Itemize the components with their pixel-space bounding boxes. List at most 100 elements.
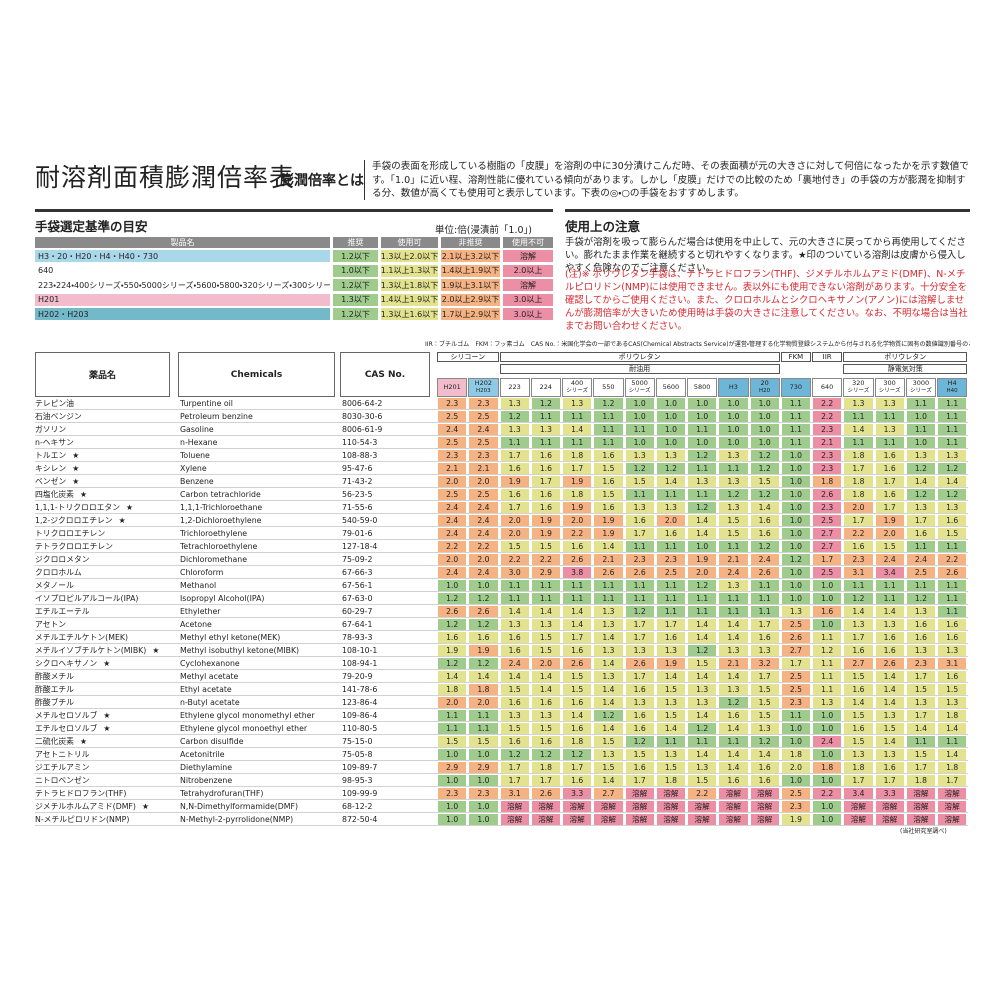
value-cell: 1.4 <box>906 723 935 734</box>
value-cell: 1.2 <box>500 749 529 760</box>
value-cell: 1.0 <box>469 749 498 760</box>
cas-number: 67-56-1 <box>342 581 373 590</box>
chemical-name-en: Methyl isobuthyl ketone(MIBK) <box>180 646 300 655</box>
value-cell: 1.7 <box>625 619 654 630</box>
chemical-name-en: Chloroform <box>180 568 224 577</box>
value-cell: 1.3 <box>906 450 935 461</box>
chemical-name-ja: 酢酸メチル <box>35 670 175 683</box>
value-cell: 1.4 <box>656 476 685 487</box>
value-cell: 2.5 <box>469 489 498 500</box>
value-cell: 2.6 <box>938 567 967 578</box>
name-text: テトラヒドロフラン(THF) <box>35 789 127 798</box>
value-cell: 1.2 <box>719 697 748 708</box>
value-cell: 1.2 <box>594 398 623 409</box>
value-cell: 1.1 <box>938 580 967 591</box>
product-label: H202 <box>474 379 493 387</box>
chemical-name-ja: クロロホルム <box>35 566 175 579</box>
value-cell: 1.8 <box>844 762 873 773</box>
notes-body: 手袋が溶剤を吸って膨らんだ場合は使用を中止して、元の大きさに戻ってから再使用して… <box>565 237 966 274</box>
value-cell: 1.3 <box>875 398 904 409</box>
cas-number: 141-78-6 <box>342 685 378 694</box>
value-cell: 1.7 <box>563 632 592 643</box>
value-cell: 1.3 <box>500 710 529 721</box>
value-cell: 1.9 <box>688 554 717 565</box>
hazard-mark: ★ <box>72 477 80 486</box>
criteria-header: 非推奨 <box>441 237 500 248</box>
value-cell: 1.6 <box>594 450 623 461</box>
name-text: エチルエーテル <box>35 607 90 616</box>
value-cell: 1.1 <box>563 437 592 448</box>
chemical-name-ja: 四塩化炭素 ★ <box>35 488 175 501</box>
value-cell: 1.0 <box>688 541 717 552</box>
value-cell: 1.6 <box>500 697 529 708</box>
value-cell: 1.4 <box>594 658 623 669</box>
cas-number: 56-23-5 <box>342 490 373 499</box>
value-cell: 1.2 <box>656 463 685 474</box>
value-cell: 1.0 <box>781 567 810 578</box>
chemical-name-en: Turpentine oil <box>180 399 233 408</box>
value-cell: 1.1 <box>750 593 779 604</box>
value-cell: 溶解 <box>656 814 685 825</box>
value-cell: 2.0 <box>781 762 810 773</box>
value-cell: 1.3 <box>625 697 654 708</box>
value-cell: 1.4 <box>563 710 592 721</box>
row-rule <box>35 513 968 514</box>
value-cell: 1.1 <box>688 463 717 474</box>
name-text: トリクロロエチレン <box>35 529 106 538</box>
row-rule <box>35 799 968 800</box>
value-cell: 1.7 <box>625 671 654 682</box>
value-cell: 1.1 <box>594 424 623 435</box>
cas-number: 78-93-3 <box>342 633 373 642</box>
value-cell: 1.4 <box>563 606 592 617</box>
value-cell: 1.1 <box>563 411 592 422</box>
value-cell: 溶解 <box>625 801 654 812</box>
value-cell: 1.0 <box>813 723 842 734</box>
value-cell: 1.4 <box>531 606 560 617</box>
value-cell: 1.0 <box>719 437 748 448</box>
value-cell: 1.4 <box>469 671 498 682</box>
value-cell: 1.6 <box>813 606 842 617</box>
value-cell: 1.5 <box>844 710 873 721</box>
value-cell: 1.4 <box>875 684 904 695</box>
value-cell: 1.9 <box>875 515 904 526</box>
value-cell: 1.7 <box>906 710 935 721</box>
chemical-name-en: Acetone <box>180 620 212 629</box>
value-cell: 2.4 <box>438 515 467 526</box>
value-cell: 1.3 <box>688 684 717 695</box>
value-cell: 1.3 <box>594 619 623 630</box>
name-text: ジメチルホルムアミド(DMF) <box>35 802 136 811</box>
value-cell: 2.4 <box>875 554 904 565</box>
value-cell: 2.0 <box>563 515 592 526</box>
value-cell: 1.0 <box>781 528 810 539</box>
value-cell: 1.3 <box>906 502 935 513</box>
value-cell: 1.7 <box>875 476 904 487</box>
value-cell: 溶解 <box>594 801 623 812</box>
value-cell: 2.6 <box>781 632 810 643</box>
value-cell: 2.7 <box>813 541 842 552</box>
value-cell: 2.6 <box>750 567 779 578</box>
value-cell: 溶解 <box>531 814 560 825</box>
value-cell: 1.1 <box>500 593 529 604</box>
value-cell: 1.3 <box>719 645 748 656</box>
chemical-name-ja: 酢酸エチル <box>35 683 175 696</box>
cas-number: 540-59-0 <box>342 516 378 525</box>
value-cell: 1.5 <box>844 736 873 747</box>
name-text: シクロヘキサノン <box>35 659 98 668</box>
value-cell: 1.3 <box>688 762 717 773</box>
value-cell: 1.5 <box>938 684 967 695</box>
chemical-name-en: Toluene <box>180 451 210 460</box>
value-cell: 2.2 <box>563 528 592 539</box>
value-cell: 2.4 <box>438 502 467 513</box>
value-cell: 1.0 <box>781 775 810 786</box>
value-cell: 1.3 <box>719 580 748 591</box>
value-cell: 2.3 <box>438 450 467 461</box>
value-cell: 溶解 <box>719 788 748 799</box>
value-cell: 1.9 <box>500 476 529 487</box>
criteria-header: 使用不可 <box>503 237 553 248</box>
chemical-name-en: Methanol <box>180 581 217 590</box>
value-cell: 1.3 <box>906 645 935 656</box>
value-cell: 1.9 <box>531 528 560 539</box>
row-rule <box>35 786 968 787</box>
product-header: 730 <box>780 378 811 397</box>
name-text: 酢酸メチル <box>35 672 74 681</box>
